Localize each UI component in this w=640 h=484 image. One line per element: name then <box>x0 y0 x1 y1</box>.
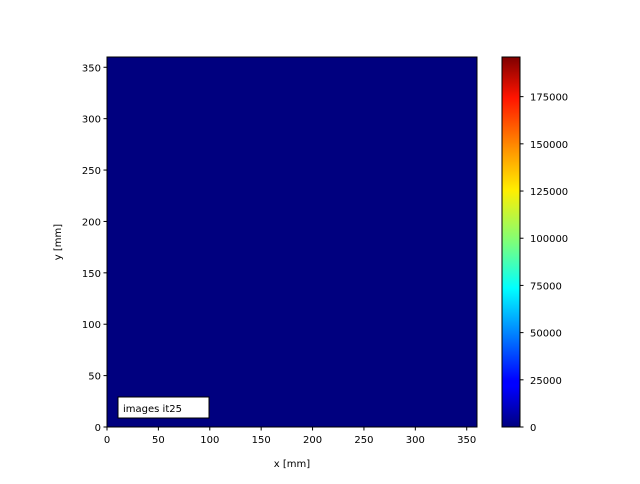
x-tick-label: 0 <box>104 435 110 446</box>
plot-area: 0 50 100 150 200 250 300 350 0 50 100 150 200 250 300 3… <box>82 56 478 446</box>
y-tick-label: 250 <box>82 166 101 177</box>
x-tick-label: 50 <box>152 435 165 446</box>
x-tick-label: 250 <box>354 435 373 446</box>
colorbar-gradient <box>501 56 521 428</box>
y-tick-label: 0 <box>95 423 101 434</box>
annotation-text: images it25 <box>123 404 182 415</box>
x-tick-label: 200 <box>303 435 322 446</box>
colorbar: 0 25000 50000 75000 100000 125000 150000 175000 <box>501 56 568 434</box>
colorbar-tick-label: 75000 <box>530 281 562 292</box>
x-tick-label: 350 <box>457 435 476 446</box>
colorbar-tick-label: 25000 <box>530 376 562 387</box>
colorbar-tick-label: 100000 <box>530 234 568 245</box>
colorbar-tick-label: 50000 <box>530 329 562 340</box>
colorbar-tick-label: 150000 <box>530 140 568 151</box>
colorbar-tick-label: 0 <box>530 423 536 434</box>
colorbar-tick-label: 175000 <box>530 93 568 104</box>
annotation-box <box>117 396 210 419</box>
y-tick-label: 150 <box>82 269 101 280</box>
y-tick-label: 300 <box>82 115 101 126</box>
y-tick-label: 50 <box>88 372 101 383</box>
plot-frame <box>106 56 478 428</box>
x-tick-label: 100 <box>200 435 219 446</box>
y-tick-label: 200 <box>82 217 101 228</box>
y-axis-label: y [mm] <box>53 224 64 260</box>
colorbar-tick-label: 125000 <box>530 187 568 198</box>
heatmap-cell <box>107 57 477 427</box>
x-tick-label: 150 <box>252 435 271 446</box>
x-axis-label: x [mm] <box>274 459 310 470</box>
y-tick-label: 100 <box>82 320 101 331</box>
x-tick-label: 300 <box>406 435 425 446</box>
y-tick-label: 350 <box>82 63 101 74</box>
